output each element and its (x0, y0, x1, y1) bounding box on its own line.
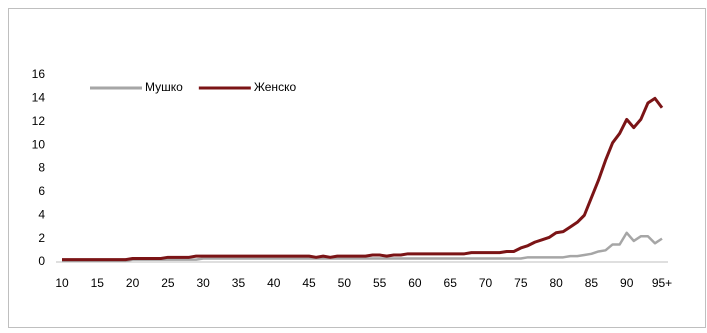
y-tick-label: 0 (38, 254, 45, 268)
legend-label: Мушко (145, 80, 183, 94)
x-tick-label: 60 (408, 276, 422, 290)
x-tick-label: 85 (585, 276, 599, 290)
y-tick-label: 6 (38, 184, 45, 198)
x-tick-label: 20 (126, 276, 140, 290)
x-tick-label: 40 (267, 276, 281, 290)
x-tick-label: 75 (514, 276, 528, 290)
x-tick-label: 95+ (652, 276, 672, 290)
x-tick-label: 25 (161, 276, 175, 290)
x-tick-label: 45 (302, 276, 316, 290)
y-tick-label: 12 (32, 114, 46, 128)
x-tick-label: 55 (373, 276, 387, 290)
x-tick-label: 35 (232, 276, 246, 290)
legend-label: Женско (254, 80, 297, 94)
y-tick-label: 4 (38, 207, 45, 221)
x-tick-label: 50 (338, 276, 352, 290)
y-tick-label: 16 (32, 67, 46, 81)
x-tick-label: 70 (479, 276, 493, 290)
y-tick-label: 10 (32, 137, 46, 151)
x-tick-label: 90 (620, 276, 634, 290)
y-tick-label: 8 (38, 161, 45, 175)
x-tick-label: 65 (444, 276, 458, 290)
x-tick-label: 15 (91, 276, 105, 290)
y-tick-label: 2 (38, 231, 45, 245)
series-line (62, 96, 664, 262)
y-tick-label: 14 (32, 91, 46, 105)
x-tick-label: 30 (196, 276, 210, 290)
chart-border (8, 8, 706, 328)
x-tick-label: 10 (55, 276, 69, 290)
x-tick-label: 80 (549, 276, 563, 290)
